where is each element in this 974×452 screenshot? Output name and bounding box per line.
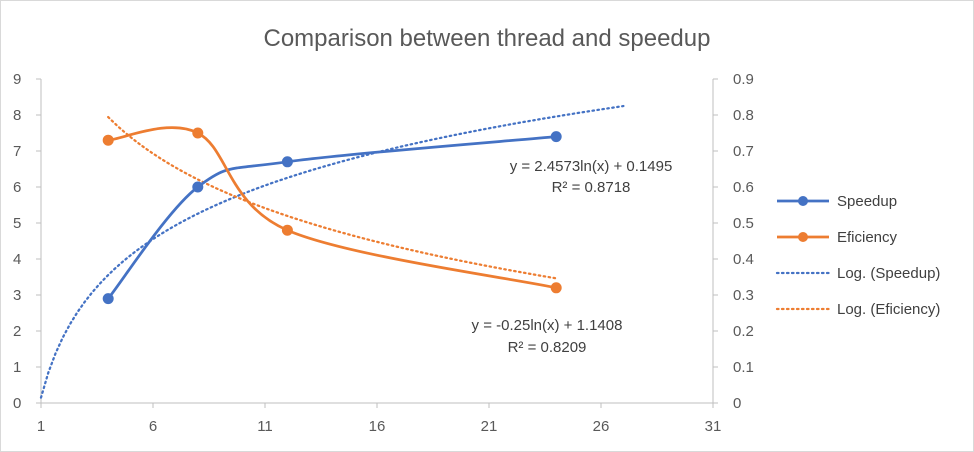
y-left-tick-label: 5 (13, 215, 21, 232)
trendline-equation: y = -0.25ln(x) + 1.1408 (472, 317, 623, 334)
x-tick-label: 16 (369, 418, 386, 435)
x-tick-label: 26 (593, 418, 610, 435)
y-left-tick-label: 6 (13, 179, 21, 196)
data-point-eficiency (550, 282, 562, 294)
trendline-speedup (39, 104, 625, 399)
data-point-eficiency (192, 127, 204, 139)
data-point-eficiency (102, 134, 114, 146)
y-right-tick-label: 0.8 (733, 107, 754, 124)
y-right-tick-label: 0.2 (733, 323, 754, 340)
y-right-tick-label: 0.3 (733, 287, 754, 304)
data-point-speedup (550, 131, 562, 143)
trendline-equation: y = 2.4573ln(x) + 0.1495 (510, 158, 673, 175)
y-left-tick-label: 8 (13, 107, 21, 124)
y-left-tick-label: 4 (13, 251, 21, 268)
y-right-tick-label: 0.6 (733, 179, 754, 196)
y-right-tick-label: 0.5 (733, 215, 754, 232)
legend: Speedup Eficiency Log. (Speedup) Log. (Efic… (775, 193, 940, 318)
y-left-tick-label: 7 (13, 143, 21, 160)
y-left-tick-label: 2 (13, 323, 21, 340)
trendline-r-squared: R² = 0.8209 (508, 339, 587, 356)
x-tick-label: 11 (257, 418, 273, 435)
legend-marker (798, 196, 808, 206)
legend-label: Log. (Eficiency) (837, 301, 940, 318)
trendline-annotations: y = 2.4573ln(x) + 0.1495 R² = 0.8718 y = -… (472, 158, 673, 356)
series-line-eficiency (108, 126, 557, 290)
y-left-tick-label: 1 (13, 359, 21, 376)
x-tick-label: 31 (705, 418, 722, 435)
plot-area: 1 6 11 16 21 26 31012345678900.10.20.30.40.50.… (13, 71, 754, 435)
y-right-tick-label: 0.1 (733, 359, 754, 376)
y-right-tick-label: 0 (733, 395, 741, 412)
legend-label: Eficiency (837, 229, 898, 246)
trendline-r-squared: R² = 0.8718 (552, 179, 631, 196)
x-tick-label: 21 (481, 418, 498, 435)
y-right-tick-label: 0.7 (733, 143, 754, 160)
data-point-speedup (281, 156, 293, 168)
x-tick-label: 1 (37, 418, 45, 435)
y-left-tick-label: 9 (13, 71, 21, 88)
series-line-speedup (107, 135, 557, 300)
y-right-tick-label: 0.9 (733, 71, 754, 88)
legend-marker (798, 232, 808, 242)
legend-label: Speedup (837, 193, 897, 210)
y-left-tick-label: 0 (13, 395, 21, 412)
legend-label: Log. (Speedup) (837, 265, 940, 282)
data-point-speedup (192, 181, 204, 193)
x-tick-label: 6 (149, 418, 157, 435)
trendline-eficiency (107, 115, 558, 280)
data-point-speedup (102, 293, 114, 305)
data-point-eficiency (281, 224, 293, 236)
chart-title: Comparison between thread and speedup (264, 25, 711, 52)
y-left-tick-label: 3 (13, 287, 21, 304)
y-right-tick-label: 0.4 (733, 251, 754, 268)
